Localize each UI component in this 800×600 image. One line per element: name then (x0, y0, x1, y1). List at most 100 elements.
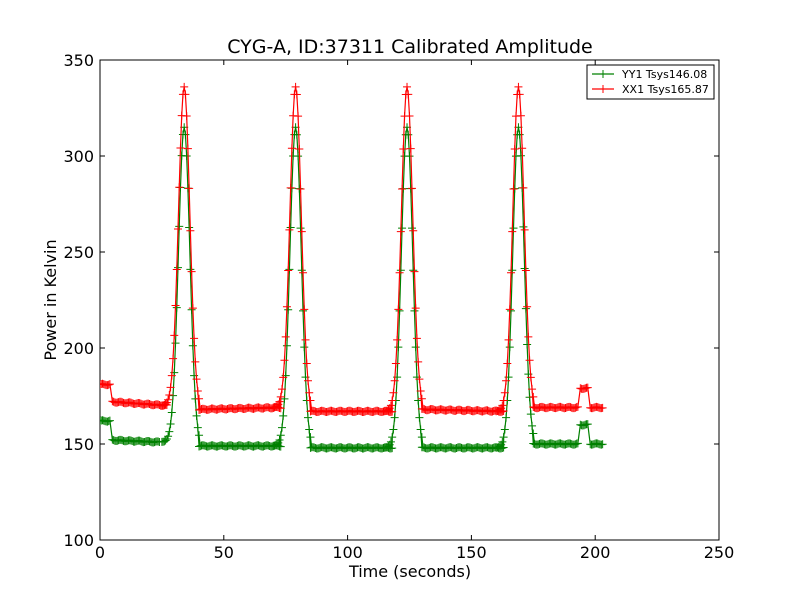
data-point (275, 436, 284, 445)
data-point (523, 340, 532, 349)
data-point (507, 306, 516, 315)
data-point (292, 90, 301, 99)
data-point (499, 433, 508, 442)
y-tick-label: 200 (63, 339, 94, 358)
y-tick-label: 300 (63, 147, 94, 166)
data-point (520, 225, 529, 234)
data-point (286, 183, 295, 192)
data-point (175, 183, 184, 192)
data-point (390, 413, 399, 422)
data-point (169, 354, 178, 363)
data-point (404, 90, 413, 99)
data-point (302, 359, 311, 368)
data-point (306, 396, 315, 405)
data-point (499, 406, 508, 415)
data-point (192, 375, 201, 384)
data-point (412, 334, 421, 343)
legend-item: XX1 Tsys165.87 (592, 83, 709, 96)
data-point (282, 341, 291, 350)
data-point (520, 264, 529, 273)
data-point (185, 223, 194, 232)
data-point (509, 224, 518, 233)
data-point (282, 302, 291, 311)
data-point (185, 184, 194, 193)
data-point (502, 413, 511, 422)
data-point (528, 385, 537, 394)
data-point (415, 375, 424, 384)
x-tick-label: 100 (332, 543, 363, 562)
data-point (515, 130, 524, 139)
data-point (388, 444, 397, 453)
data-point (386, 401, 395, 410)
data-point (523, 302, 532, 311)
data-point (529, 429, 538, 438)
data-point (499, 396, 508, 405)
data-point (188, 304, 197, 313)
data-point (285, 265, 294, 274)
data-point (411, 304, 420, 313)
data-point (299, 268, 308, 277)
data-point (414, 357, 423, 366)
data-point (284, 266, 293, 275)
data-point (192, 411, 201, 420)
data-point (502, 376, 511, 385)
data-point (519, 183, 528, 192)
legend-swatch-marker (599, 85, 607, 93)
data-point (405, 111, 414, 120)
data-point (300, 343, 309, 352)
data-point (404, 130, 413, 139)
data-point (510, 145, 519, 154)
y-tick-label: 350 (63, 51, 94, 70)
data-point (388, 407, 397, 416)
data-point (398, 224, 407, 233)
y-tick-label: 250 (63, 243, 94, 262)
plot-area (99, 59, 720, 541)
data-point (410, 267, 419, 276)
data-point (300, 305, 309, 314)
data-point (190, 334, 199, 343)
data-point (389, 388, 398, 397)
data-point (299, 306, 308, 315)
data-point (167, 371, 176, 380)
data-point (164, 432, 173, 441)
data-point (105, 416, 114, 425)
data-point (303, 376, 312, 385)
x-tick-label: 200 (580, 543, 611, 562)
data-point (171, 339, 180, 348)
y-tick-label: 100 (63, 531, 94, 550)
data-point (500, 425, 509, 434)
data-point (187, 267, 196, 276)
chart-title: CYG-A, ID:37311 Calibrated Amplitude (227, 36, 592, 58)
data-point (394, 305, 403, 314)
series-2 (100, 82, 607, 417)
legend-label: YY1 Tsys146.08 (621, 68, 707, 81)
data-point (509, 185, 518, 194)
data-point (279, 373, 288, 382)
data-point (583, 383, 592, 392)
data-point (524, 332, 533, 341)
axis-ticks: 0 50 100 150 200 250 100 150 200 250 300 350 (63, 51, 734, 562)
data-point (389, 425, 398, 434)
data-point (405, 152, 414, 161)
data-point (521, 266, 530, 275)
data-point (416, 386, 425, 395)
data-point (498, 437, 507, 446)
data-point (526, 373, 535, 382)
data-point (505, 343, 514, 352)
data-point (104, 380, 113, 389)
data-point (415, 413, 424, 422)
data-point (276, 392, 285, 401)
data-point (515, 90, 524, 99)
data-point (573, 439, 582, 448)
x-tick-label: 150 (456, 543, 487, 562)
data-point (171, 301, 180, 310)
data-point (516, 111, 525, 120)
legend-box (586, 64, 715, 100)
data-point (276, 404, 285, 413)
data-point (526, 410, 535, 419)
data-point (191, 357, 200, 366)
data-point (301, 335, 310, 344)
legend-swatch-marker (599, 70, 607, 78)
data-point (294, 152, 303, 161)
data-point (188, 341, 197, 350)
